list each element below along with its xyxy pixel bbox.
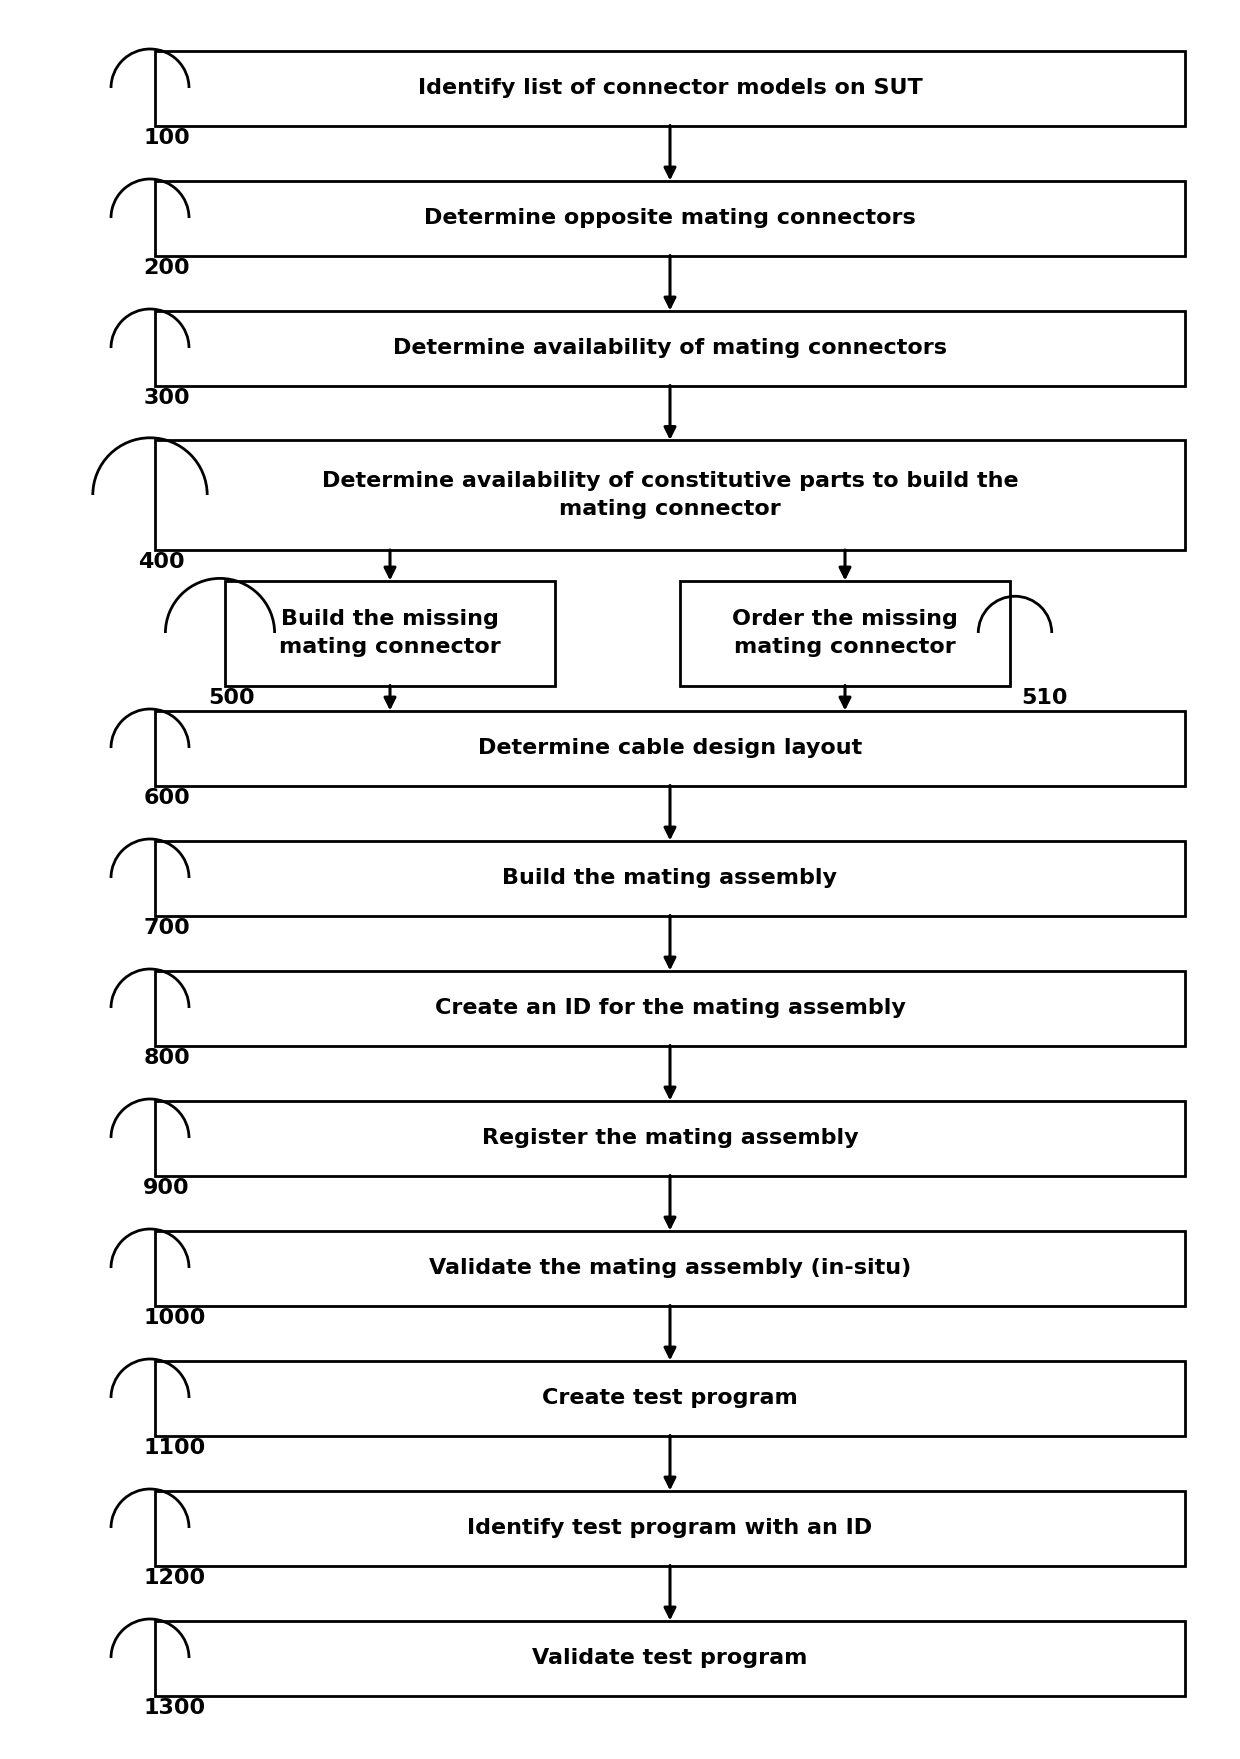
Bar <box>155 1620 1185 1696</box>
Text: 300: 300 <box>144 387 190 408</box>
Text: 510: 510 <box>1021 688 1068 707</box>
Bar <box>224 580 556 686</box>
Bar <box>155 1101 1185 1175</box>
Text: Validate the mating assembly (in-situ): Validate the mating assembly (in-situ) <box>429 1258 911 1279</box>
Bar <box>155 711 1185 786</box>
Text: 500: 500 <box>208 688 255 707</box>
Text: 1000: 1000 <box>144 1307 206 1328</box>
Text: 200: 200 <box>144 257 190 278</box>
Text: Build the missing
mating connector: Build the missing mating connector <box>279 609 501 658</box>
Text: Determine opposite mating connectors: Determine opposite mating connectors <box>424 208 916 229</box>
Text: Determine cable design layout: Determine cable design layout <box>477 739 862 758</box>
Bar <box>155 1360 1185 1435</box>
Text: 1200: 1200 <box>144 1567 206 1588</box>
Text: Validate test program: Validate test program <box>532 1648 807 1668</box>
Text: 100: 100 <box>144 127 190 148</box>
Bar <box>155 51 1185 125</box>
Bar <box>155 440 1185 551</box>
Bar <box>155 841 1185 915</box>
Text: 1100: 1100 <box>144 1437 206 1458</box>
Text: 400: 400 <box>138 552 185 572</box>
Text: Create an ID for the mating assembly: Create an ID for the mating assembly <box>434 997 905 1018</box>
Text: 700: 700 <box>144 918 190 938</box>
Text: Create test program: Create test program <box>542 1388 797 1407</box>
Text: 800: 800 <box>144 1048 190 1068</box>
Text: Build the mating assembly: Build the mating assembly <box>502 867 837 888</box>
Text: Identify test program with an ID: Identify test program with an ID <box>467 1518 873 1537</box>
Text: Order the missing
mating connector: Order the missing mating connector <box>732 609 959 658</box>
Bar <box>155 181 1185 255</box>
Text: 600: 600 <box>144 788 190 807</box>
Bar <box>155 311 1185 385</box>
Text: 1300: 1300 <box>144 1697 206 1717</box>
Bar <box>155 1231 1185 1305</box>
Text: Determine availability of mating connectors: Determine availability of mating connect… <box>393 338 947 359</box>
Bar <box>155 971 1185 1045</box>
Text: 900: 900 <box>144 1177 190 1198</box>
Bar <box>155 1490 1185 1566</box>
Bar <box>680 580 1011 686</box>
Text: Register the mating assembly: Register the mating assembly <box>481 1128 858 1149</box>
Text: Determine availability of constitutive parts to build the
mating connector: Determine availability of constitutive p… <box>321 471 1018 519</box>
Text: Identify list of connector models on SUT: Identify list of connector models on SUT <box>418 77 923 99</box>
